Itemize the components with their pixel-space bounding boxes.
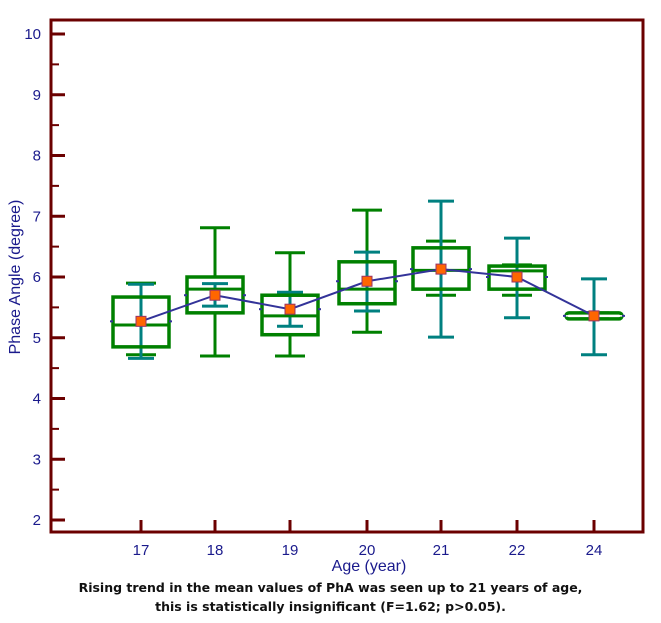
- box-group-22: [486, 236, 548, 320]
- mean-trend: [135, 263, 600, 327]
- box-group-19: [259, 251, 321, 358]
- x-tick-label: 17: [133, 542, 150, 559]
- mean-marker-19: [284, 303, 296, 315]
- x-tick-label: 24: [586, 542, 603, 559]
- box-group-18: [184, 226, 246, 358]
- y-axis-title: Phase Angle (degree): [7, 200, 24, 355]
- x-tick-label: 18: [207, 542, 224, 559]
- boxes: [110, 199, 625, 360]
- y-tick-label: 3: [33, 451, 41, 468]
- caption-line-2: this is statistically insignificant (F=1…: [155, 599, 506, 614]
- x-tick-label: 21: [433, 542, 450, 559]
- y-axis: 2 3 4 5 6 7 8 9 10: [24, 26, 65, 529]
- x-axis: 17 18 19 20 21 22 24: [133, 520, 603, 559]
- y-tick-label: 9: [33, 87, 41, 104]
- y-tick-label: 8: [33, 148, 41, 165]
- caption-line-1: Rising trend in the mean values of PhA w…: [78, 580, 583, 595]
- mean-marker-17: [135, 315, 147, 327]
- mean-marker-20: [361, 275, 373, 287]
- x-axis-title: Age (year): [332, 558, 407, 575]
- mean-marker-24: [588, 310, 600, 322]
- x-tick-label: 20: [359, 542, 376, 559]
- iqr-box: [337, 260, 397, 306]
- mean-marker-21: [435, 263, 447, 275]
- plot-frame: [49, 18, 645, 534]
- y-tick-label: 7: [33, 208, 41, 225]
- figure-caption: Rising trend in the mean values of PhA w…: [0, 578, 661, 616]
- mean-marker-18: [209, 289, 221, 301]
- box-group-20: [336, 208, 398, 334]
- y-tick-label: 4: [33, 391, 41, 408]
- y-tick-label: 2: [33, 512, 41, 529]
- y-tick-label: 10: [24, 26, 41, 43]
- y-tick-label: 5: [33, 330, 41, 347]
- plot-border: [49, 18, 645, 534]
- mean-marker-22: [511, 271, 523, 283]
- x-tick-label: 19: [282, 542, 299, 559]
- x-tick-label: 22: [509, 542, 526, 559]
- y-tick-label: 6: [33, 269, 41, 286]
